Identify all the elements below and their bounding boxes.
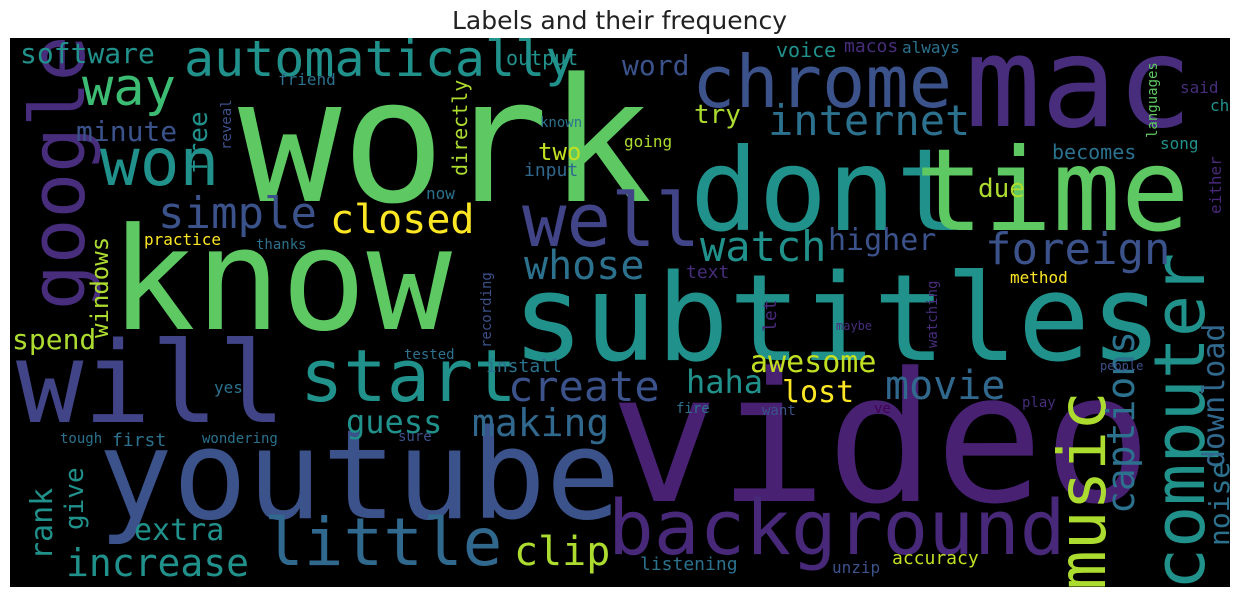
word-known: known — [540, 115, 583, 131]
word-lost: lost — [782, 375, 855, 410]
word-download: download — [1197, 323, 1230, 469]
word-movie: movie — [885, 363, 1006, 409]
chart-title: Labels and their frequency — [452, 6, 787, 35]
word-spend: spend — [12, 323, 97, 356]
word-macos: macos — [844, 38, 899, 57]
word-increase: increase — [66, 541, 250, 585]
word-watch: watch — [700, 222, 827, 271]
word-watching: watching — [925, 280, 941, 348]
word-reveal: reveal — [219, 99, 235, 150]
word-thanks: thanks — [256, 237, 307, 253]
word-guess: guess — [346, 403, 443, 441]
word-minute: minute — [76, 115, 178, 148]
word-well: well — [522, 178, 701, 264]
word-awesome: awesome — [750, 345, 877, 380]
word-now: now — [426, 184, 455, 203]
word-dont: dont — [690, 124, 965, 257]
word-always: always — [902, 38, 960, 57]
word-maybe: maybe — [836, 319, 873, 333]
word-people: people — [1100, 359, 1144, 373]
word-software: software — [20, 38, 155, 70]
word-clip: clip — [514, 529, 611, 575]
word-voice: voice — [776, 38, 837, 62]
word-yes: yes — [214, 378, 243, 397]
word-accuracy: accuracy — [892, 548, 979, 569]
word-chrome: chrome — [692, 40, 953, 124]
word-want: want — [762, 403, 796, 419]
word-play: play — [1022, 395, 1056, 411]
word-noise: noise — [1203, 461, 1230, 546]
word-unzip: unzip — [832, 558, 881, 577]
word-text: text — [686, 262, 730, 283]
word-subtitles: subtitles — [512, 250, 1163, 389]
word-higher: higher — [828, 223, 937, 258]
word-either: either — [1206, 156, 1225, 214]
word-said: said — [1180, 78, 1219, 97]
word-friend: friend — [278, 70, 336, 89]
word-haha: haha — [686, 363, 764, 401]
word-internet: internet — [768, 96, 971, 145]
word-windows: windows — [86, 236, 114, 338]
word-tough: tough — [60, 431, 103, 447]
word-install: install — [486, 356, 562, 377]
word-going: going — [624, 132, 673, 151]
word-wondering: wondering — [202, 431, 278, 447]
word-won: won — [100, 124, 220, 201]
word-foreign: foreign — [985, 224, 1171, 275]
word-directly: directly — [448, 79, 472, 176]
word-work: work — [238, 41, 653, 242]
word-tested: tested — [404, 347, 455, 363]
word-let: let — [760, 299, 781, 332]
word-give: give — [60, 467, 90, 530]
word-word: word — [622, 49, 690, 82]
word-sure: sure — [398, 429, 432, 445]
word-recording: recording — [479, 272, 495, 348]
word-video: video — [610, 335, 1152, 544]
word-free: free — [184, 111, 214, 174]
word-due: due — [978, 174, 1025, 204]
word-ve: ve — [874, 401, 891, 417]
word-output: output — [506, 46, 579, 70]
word-mac: mac — [965, 38, 1193, 156]
word-will: will — [16, 319, 286, 449]
word-automatically: automatically — [184, 38, 576, 88]
word-whose: whose — [524, 243, 645, 289]
word-extra: extra — [134, 513, 225, 548]
word-start: start — [300, 334, 517, 418]
word-fire: fire — [676, 401, 710, 417]
word-try: try — [694, 100, 741, 130]
word-ch: ch — [1210, 96, 1230, 115]
word-little: little — [264, 504, 503, 581]
word-cloud: work mac know video subtitles dont time … — [10, 38, 1230, 587]
word-languages: languages — [1145, 62, 1161, 138]
word-first: first — [112, 430, 167, 451]
word-two: two — [538, 138, 582, 166]
word-youtube: youtube — [98, 404, 621, 548]
word-becomes: becomes — [1052, 140, 1137, 164]
word-listening: listening — [640, 554, 738, 575]
word-rank: rank — [25, 487, 60, 560]
word-song: song — [1160, 134, 1199, 153]
word-time: time — [915, 124, 1190, 257]
word-know: know — [110, 198, 452, 363]
word-method: method — [1010, 268, 1068, 287]
word-create: create — [508, 362, 660, 411]
word-background: background — [608, 483, 1066, 572]
word-way: way — [82, 58, 176, 118]
word-input: input — [524, 160, 579, 181]
word-simple: simple — [158, 188, 317, 239]
word-practice: practice — [144, 230, 222, 249]
word-making: making — [472, 401, 610, 445]
word-closed: closed — [330, 197, 475, 243]
